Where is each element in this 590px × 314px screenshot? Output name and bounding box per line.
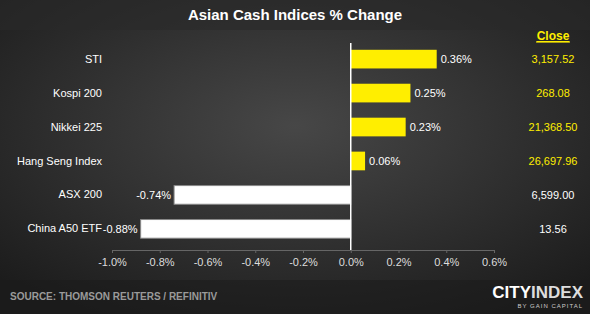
category-label: ASX 200 bbox=[59, 188, 102, 200]
y-tick: China A50 ETF bbox=[27, 222, 102, 234]
close-value: 6,599.00 bbox=[532, 189, 575, 201]
footer-band bbox=[0, 280, 590, 314]
x-tick-label: 0.0% bbox=[339, 256, 364, 268]
close-value: 268.08 bbox=[536, 87, 570, 99]
bars bbox=[141, 50, 437, 238]
x-tick-mark bbox=[255, 250, 256, 253]
bar bbox=[141, 220, 351, 239]
close-header: Close bbox=[537, 29, 570, 43]
x-tick-label: 0.4% bbox=[434, 256, 459, 268]
zero-line bbox=[350, 43, 352, 250]
y-axis: STI Kospi 200 Nikkei 225 Hang Seng Index ASX… bbox=[17, 53, 103, 235]
x-tick-mark bbox=[446, 250, 447, 253]
logo: CITYINDEX bbox=[492, 283, 583, 302]
logo-index: INDEX bbox=[531, 283, 584, 302]
close-value: 3,157.52 bbox=[532, 53, 575, 65]
x-tick: -0.4% bbox=[241, 250, 270, 268]
x-tick-label: -0.2% bbox=[289, 256, 318, 268]
data-label: -0.74% bbox=[136, 189, 171, 201]
bar bbox=[174, 186, 351, 205]
y-tick: ASX 200 bbox=[59, 188, 102, 200]
title-band bbox=[0, 0, 590, 30]
y-tick: Kospi 200 bbox=[53, 87, 102, 99]
bar bbox=[351, 118, 406, 137]
x-tick-mark bbox=[494, 250, 495, 253]
y-tick: STI bbox=[85, 53, 102, 65]
category-label: Hang Seng Index bbox=[17, 154, 103, 166]
x-tick-label: -0.6% bbox=[194, 256, 223, 268]
data-label: 0.23% bbox=[410, 121, 441, 133]
category-label: China A50 ETF bbox=[27, 222, 102, 234]
x-tick-mark bbox=[303, 250, 304, 253]
x-tick-label: -0.8% bbox=[146, 256, 175, 268]
x-tick-label: 0.2% bbox=[386, 256, 411, 268]
logo-subtext: BY GAIN CAPITAL bbox=[518, 303, 583, 309]
x-tick-mark bbox=[399, 250, 400, 253]
x-tick-label: -1.0% bbox=[98, 256, 127, 268]
y-tick: Hang Seng Index bbox=[17, 154, 103, 166]
x-tick: -1.0% bbox=[98, 250, 127, 268]
x-tick-mark bbox=[112, 250, 113, 253]
data-label: 0.06% bbox=[369, 155, 400, 167]
x-tick-label: 0.6% bbox=[482, 256, 507, 268]
close-underline bbox=[536, 42, 570, 43]
data-label: 0.36% bbox=[441, 53, 472, 65]
x-axis-line bbox=[113, 251, 495, 254]
close-value: 13.56 bbox=[539, 223, 567, 235]
x-axis: -1.0% -0.8% -0.6% -0.4% -0.2% 0.0% 0.2% 0.4% 0.6… bbox=[98, 250, 507, 268]
x-tick: -0.2% bbox=[289, 250, 318, 268]
close-values: 3,157.52 268.08 21,368.50 26,697.96 6,599.00… bbox=[529, 53, 578, 235]
x-tick-mark bbox=[160, 250, 161, 253]
x-tick: 0.6% bbox=[482, 250, 507, 268]
data-labels: 0.36% 0.25% 0.23% 0.06% -0.74% -0.88% bbox=[103, 53, 472, 235]
close-value: 26,697.96 bbox=[529, 155, 578, 167]
x-tick: 0.4% bbox=[434, 250, 459, 268]
x-tick-mark bbox=[351, 250, 352, 253]
background bbox=[0, 0, 590, 314]
x-tick: -0.8% bbox=[146, 250, 175, 268]
x-tick: 0.2% bbox=[386, 250, 411, 268]
chart: Asian Cash Indices % Change -1.0% -0.8% -0.… bbox=[0, 0, 590, 314]
category-label: Nikkei 225 bbox=[51, 121, 102, 133]
bar bbox=[351, 50, 437, 69]
close-value: 21,368.50 bbox=[529, 121, 578, 133]
category-label: Kospi 200 bbox=[53, 87, 102, 99]
bar bbox=[351, 84, 411, 103]
data-label: -0.88% bbox=[103, 223, 138, 235]
source: SOURCE: THOMSON REUTERS / REFINITIV bbox=[10, 291, 218, 302]
data-label: 0.25% bbox=[414, 87, 445, 99]
category-label: STI bbox=[85, 53, 102, 65]
x-tick-label: -0.4% bbox=[241, 256, 270, 268]
bar bbox=[351, 152, 365, 171]
y-tick: Nikkei 225 bbox=[51, 121, 102, 133]
x-tick-mark bbox=[208, 250, 209, 253]
x-tick: -0.6% bbox=[194, 250, 223, 268]
title: Asian Cash Indices % Change bbox=[188, 6, 402, 23]
logo-city: CITY bbox=[492, 283, 531, 302]
x-tick: 0.0% bbox=[339, 250, 364, 268]
